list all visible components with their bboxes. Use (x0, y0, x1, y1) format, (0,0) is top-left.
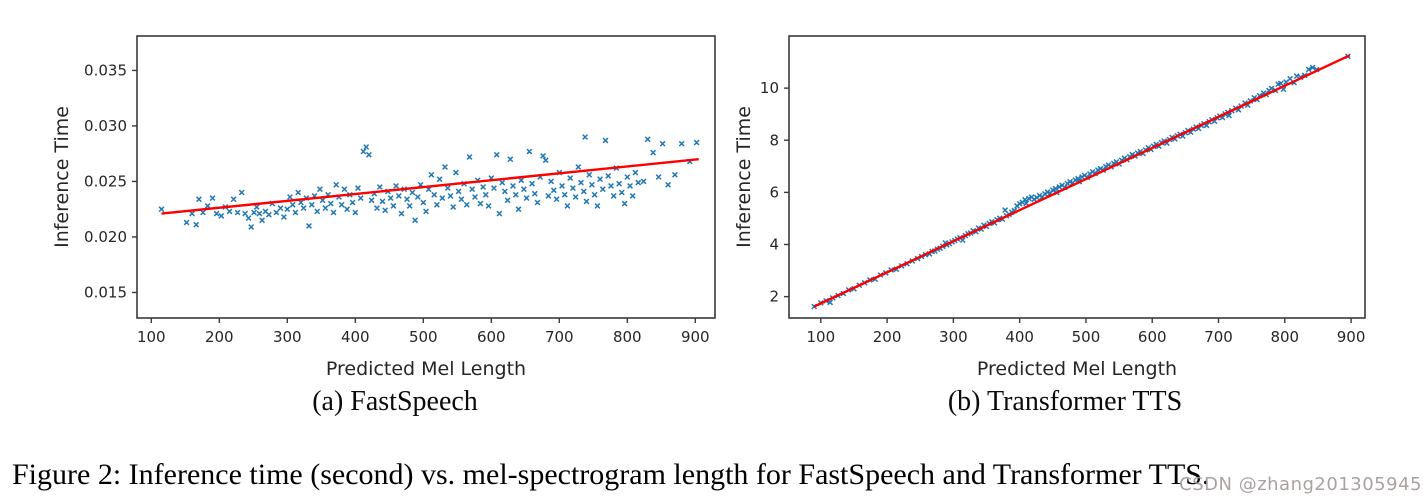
x-axis-ticks: 100 200 300 400 500 600 700 800 900 (806, 318, 1365, 346)
y-axis-ticks: 2 4 6 8 10 (760, 79, 789, 306)
scatter-points (158, 134, 700, 230)
svg-text:0.015: 0.015 (84, 283, 127, 301)
y-axis-ticks: 0.015 0.020 0.025 0.030 0.035 (84, 61, 137, 301)
figure-caption: Figure 2: Inference time (second) vs. me… (12, 458, 1210, 491)
svg-text:900: 900 (1337, 328, 1366, 346)
svg-text:500: 500 (409, 328, 438, 346)
svg-text:0.030: 0.030 (84, 117, 127, 135)
svg-text:2: 2 (769, 288, 779, 306)
svg-text:200: 200 (873, 328, 902, 346)
svg-text:200: 200 (205, 328, 234, 346)
subcaption-fastspeech: (a) FastSpeech (312, 386, 478, 417)
trend-line (813, 54, 1351, 308)
plot-border (788, 35, 1366, 319)
svg-text:400: 400 (1005, 328, 1034, 346)
svg-text:800: 800 (1270, 328, 1299, 346)
svg-text:0.025: 0.025 (84, 172, 127, 190)
svg-text:100: 100 (806, 328, 835, 346)
svg-text:0.035: 0.035 (84, 61, 127, 79)
svg-text:600: 600 (1138, 328, 1167, 346)
svg-text:8: 8 (769, 131, 779, 149)
subcaption-transformer-tts: (b) Transformer TTS (947, 386, 1183, 417)
svg-text:600: 600 (477, 328, 506, 346)
svg-text:400: 400 (341, 328, 370, 346)
svg-text:6: 6 (769, 183, 779, 201)
watermark: CSDN @zhang201305945 (1179, 474, 1422, 495)
svg-text:800: 800 (613, 328, 642, 346)
y-axis-label: Inference Time (733, 106, 755, 248)
svg-text:300: 300 (939, 328, 968, 346)
svg-text:10: 10 (760, 79, 779, 97)
svg-text:300: 300 (273, 328, 302, 346)
fastspeech-chart: 100 200 300 400 500 600 700 800 9000.0150.0200.0… (51, 35, 716, 380)
x-axis-label: Predicted Mel Length (977, 358, 1177, 380)
svg-text:700: 700 (1204, 328, 1233, 346)
trend-line (161, 158, 699, 215)
x-axis-label: Predicted Mel Length (326, 358, 526, 380)
x-axis-ticks: 100 200 300 400 500 600 700 800 900 (137, 318, 710, 346)
svg-text:100: 100 (137, 328, 166, 346)
y-axis-label: Inference Time (51, 106, 73, 248)
svg-text:0.020: 0.020 (84, 228, 127, 246)
plot-border (136, 35, 716, 319)
svg-text:500: 500 (1072, 328, 1101, 346)
svg-text:700: 700 (545, 328, 574, 346)
transformer-tts-chart: 100 200 300 400 500 600 700 800 900 2 4 6 8 10 Predict… (733, 35, 1366, 380)
svg-text:900: 900 (681, 328, 710, 346)
svg-text:4: 4 (769, 236, 779, 254)
